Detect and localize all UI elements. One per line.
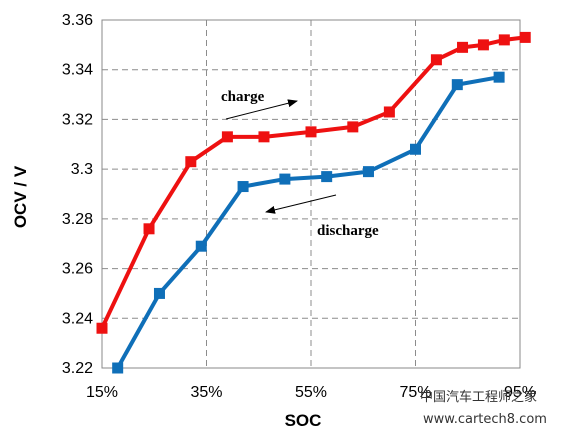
x-tick-label: 15% bbox=[86, 384, 118, 401]
discharge-marker bbox=[112, 362, 124, 374]
y-tick-label: 3.34 bbox=[62, 62, 93, 79]
discharge-marker bbox=[362, 166, 374, 178]
charge-marker bbox=[430, 54, 442, 66]
watermark-text: 中国汽车工程师之家 bbox=[420, 389, 537, 405]
discharge-marker bbox=[493, 71, 505, 83]
x-tick-label: 95% bbox=[504, 384, 536, 401]
charge-marker bbox=[519, 31, 531, 43]
discharge-series bbox=[112, 71, 505, 374]
y-tick-label: 3.36 bbox=[62, 12, 93, 29]
discharge-annotation-label: discharge bbox=[317, 223, 379, 239]
x-axis-label: SOC bbox=[285, 411, 322, 430]
y-tick-label: 3.28 bbox=[62, 211, 93, 228]
discharge-marker bbox=[237, 181, 249, 193]
y-tick-label: 3.22 bbox=[62, 360, 93, 377]
charge-marker bbox=[347, 121, 359, 133]
charge-marker bbox=[305, 126, 317, 138]
y-axis-label: OCV / V bbox=[11, 165, 30, 228]
charge-annotation-label: charge bbox=[221, 89, 265, 105]
grid bbox=[102, 20, 520, 368]
y-tick-label: 3.24 bbox=[62, 310, 93, 327]
discharge-marker bbox=[321, 171, 333, 183]
y-tick-label: 3.26 bbox=[62, 261, 93, 278]
charge-marker bbox=[258, 131, 270, 143]
discharge-marker bbox=[451, 79, 463, 91]
y-tick-label: 3.3 bbox=[71, 161, 93, 178]
discharge-marker bbox=[279, 173, 291, 185]
charge-arrow bbox=[225, 99, 298, 120]
x-tick-label: 75% bbox=[399, 384, 431, 401]
discharge-marker bbox=[195, 240, 207, 252]
charge-marker bbox=[383, 106, 395, 118]
charge-marker bbox=[498, 34, 510, 46]
discharge-annotation: discharge bbox=[265, 194, 379, 239]
charge-marker bbox=[221, 131, 233, 143]
charge-series bbox=[96, 31, 531, 334]
charge-marker bbox=[143, 223, 155, 235]
charge-marker bbox=[185, 156, 197, 168]
watermark-url: www.cartech8.com bbox=[423, 412, 547, 427]
x-tick-label: 35% bbox=[190, 384, 222, 401]
discharge-marker bbox=[153, 287, 165, 299]
discharge-marker bbox=[410, 143, 421, 155]
charge-marker bbox=[457, 41, 469, 53]
discharge-line bbox=[115, 75, 500, 369]
watermark: 中国汽车工程师之家 www.cartech8.com bbox=[420, 389, 547, 427]
discharge-arrow bbox=[265, 194, 337, 214]
charge-marker bbox=[477, 39, 489, 51]
charge-marker bbox=[96, 322, 108, 334]
y-tick-label: 3.32 bbox=[62, 111, 93, 128]
x-tick-label: 55% bbox=[295, 384, 327, 401]
charge-annotation: charge bbox=[221, 89, 298, 120]
plot-area-border bbox=[101, 19, 521, 369]
